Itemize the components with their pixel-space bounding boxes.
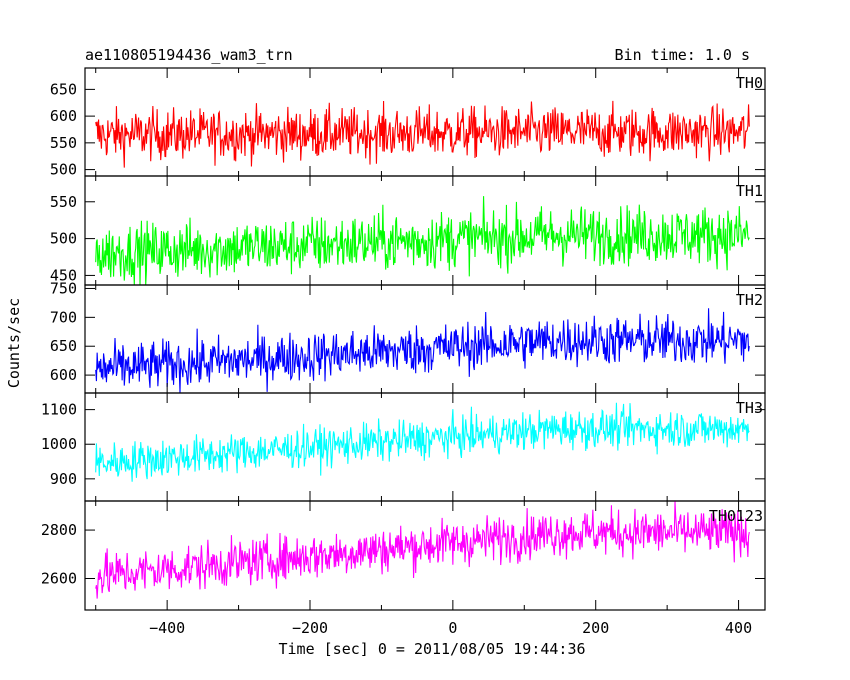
series-th0	[95, 100, 750, 168]
y-tick-label: 700	[50, 308, 77, 326]
panel-th1: 450 500 550 TH1	[50, 175, 766, 286]
series-th2	[95, 308, 750, 393]
panel-th3: 900 1000 1100 TH3	[41, 392, 766, 502]
y-tick-label: 500	[50, 161, 77, 179]
series-th0123	[95, 501, 750, 599]
y-tick-label: 1100	[41, 401, 77, 419]
x-tick-label: −400	[149, 619, 185, 637]
series-label-th2: TH2	[736, 291, 763, 309]
x-axis-label: Time [sec] 0 = 2011/08/05 19:44:36	[278, 640, 586, 658]
y-tick-label: 2800	[41, 521, 77, 539]
y-tick-label: 550	[50, 193, 77, 211]
y-tick-label: 550	[50, 134, 77, 152]
y-tick-label: 1000	[41, 435, 77, 453]
y-tick-label: 650	[50, 80, 77, 98]
series-th3	[95, 402, 750, 482]
y-tick-label: 2600	[41, 570, 77, 588]
panel-frame	[84, 500, 766, 611]
series-label-th1: TH1	[736, 182, 763, 200]
y-tick-label: 450	[50, 266, 77, 284]
y-tick-label: 900	[50, 470, 77, 488]
series-th1	[95, 196, 750, 285]
series-label-th0: TH0	[736, 74, 763, 92]
x-tick-label: 0	[448, 619, 457, 637]
bin-time-label: Bin time: 1.0 s	[614, 46, 750, 64]
y-tick-label: 650	[50, 337, 77, 355]
panel-th0: 500 550 600 650 TH0	[50, 67, 766, 179]
series-label-th0123: TH0123	[709, 507, 763, 525]
x-tick-label: 200	[582, 619, 609, 637]
y-axis-label: Counts/sec	[5, 297, 23, 389]
plot-title: ae110805194436_wam3_trn	[85, 46, 293, 64]
y-tick-label: 750	[50, 279, 77, 297]
y-tick-label: 600	[50, 366, 77, 384]
x-tick-label: −200	[292, 619, 328, 637]
series-label-th3: TH3	[736, 399, 763, 417]
panel-th0123: 2600 2800 TH0123	[41, 500, 766, 611]
panel-th2: 600 650 700 750 TH2	[50, 279, 766, 394]
x-tick-label: 400	[725, 619, 752, 637]
y-tick-label: 600	[50, 107, 77, 125]
y-tick-label: 500	[50, 230, 77, 248]
